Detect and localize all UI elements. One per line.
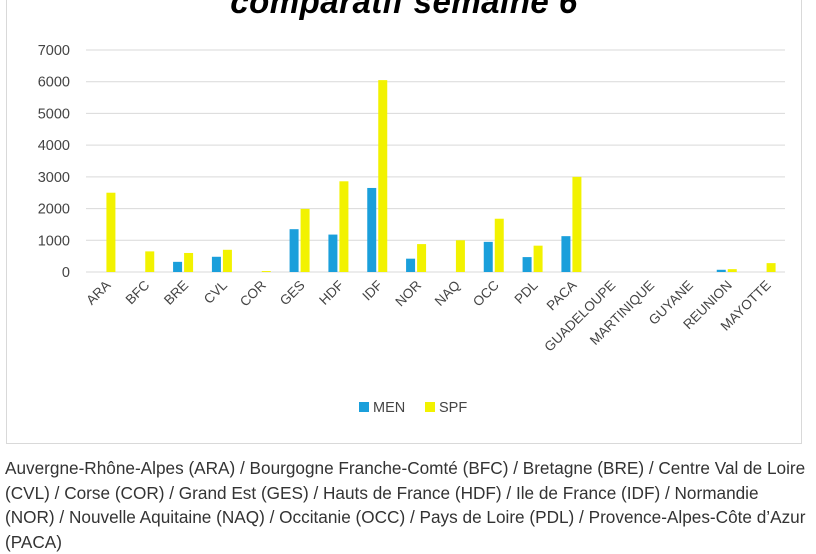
bar-spf-naq (455, 240, 465, 272)
legend-swatch-men (359, 402, 369, 412)
bar-spf-mayotte (766, 263, 776, 272)
bar-men-nor (406, 258, 416, 272)
bar-spf-cvl (222, 249, 232, 272)
y-tick-label: 4000 (38, 138, 70, 154)
bar-spf-hdf (339, 181, 349, 272)
bar-spf-bfc (145, 251, 155, 272)
x-tick-label: NOR (392, 277, 424, 309)
chart-frame: comparatif semaine 6 0 1000 2000 3000 4000 50… (6, 0, 802, 444)
bar-men-occ (483, 241, 493, 272)
x-tick-label: GES (277, 278, 308, 309)
x-tick-label: COR (237, 277, 269, 309)
y-tick-label: 6000 (38, 75, 70, 91)
bar-men-bre (173, 261, 183, 272)
x-tick-label: NAQ (432, 278, 463, 309)
bars (106, 80, 776, 272)
bar-spf-ara (106, 192, 116, 272)
y-tick-label: 7000 (38, 43, 70, 59)
y-tick-label: 5000 (38, 106, 70, 122)
legend: MEN SPF (359, 400, 467, 416)
bar-spf-cor (261, 271, 271, 272)
x-tick-label: CVL (201, 277, 231, 307)
bar-spf-occ (494, 218, 504, 272)
x-tick-label: ARA (83, 278, 113, 308)
legend-label-spf: SPF (439, 400, 467, 416)
x-tick-label: HDF (316, 278, 346, 308)
legend-label-men: MEN (373, 400, 405, 416)
bar-spf-idf (378, 80, 388, 272)
x-axis-ticks: ARA BFC BRE CVL COR GES HDF IDF NOR NAQ OCC PDL PACA… (83, 277, 773, 354)
x-tick-label: IDF (359, 278, 385, 304)
bar-spf-pdl (533, 245, 543, 272)
bar-men-cvl (211, 256, 221, 272)
x-tick-label: BFC (123, 277, 153, 307)
bar-spf-bre (184, 252, 194, 272)
bar-men-paca (561, 236, 571, 272)
y-tick-label: 2000 (38, 202, 70, 218)
bar-spf-ges (300, 208, 310, 272)
gridlines (86, 49, 785, 273)
y-tick-label: 3000 (38, 170, 70, 186)
bar-chart: 0 1000 2000 3000 4000 5000 6000 7000 ARA BFC BRE C… (38, 43, 785, 416)
bar-spf-nor (417, 244, 427, 272)
bar-men-pdl (522, 257, 532, 272)
bar-spf-paca (572, 176, 582, 272)
legend-swatch-spf (425, 402, 435, 412)
region-caption: Auvergne-Rhône-Alpes (ARA) / Bourgogne F… (5, 458, 806, 552)
x-tick-label: PACA (544, 278, 580, 314)
y-tick-label: 1000 (38, 233, 70, 249)
bar-men-ges (289, 229, 299, 272)
bar-men-idf (367, 187, 377, 272)
bar-men-hdf (328, 234, 338, 272)
x-tick-label: PDL (512, 277, 542, 307)
bar-spf-reunion (727, 269, 737, 272)
bar-men-reunion (716, 269, 726, 272)
y-tick-label: 0 (62, 265, 70, 281)
x-tick-label: BRE (161, 278, 191, 308)
y-axis-ticks: 0 1000 2000 3000 4000 5000 6000 7000 (38, 43, 70, 281)
chart-title: comparatif semaine 6 (230, 0, 578, 20)
x-tick-label: OCC (470, 277, 502, 309)
